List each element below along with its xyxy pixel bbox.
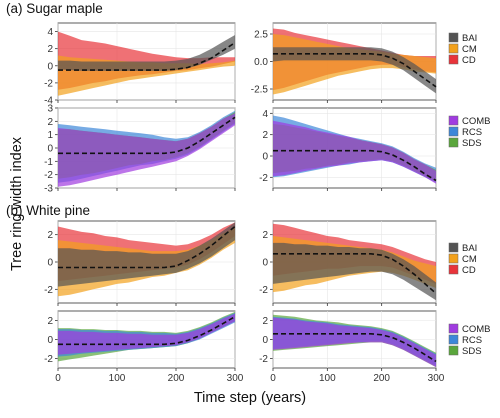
legend-label-rcs: RCS: [462, 335, 482, 346]
y-tick-label: -4: [44, 96, 53, 107]
band-bai: [58, 222, 235, 287]
legend-label-rcs: RCS: [462, 127, 482, 138]
legend-swatch-comb: [448, 115, 459, 126]
y-tick-label: -2: [44, 354, 53, 365]
x-tick-label: 300: [227, 373, 244, 384]
x-axis-label: Time step (years): [193, 390, 307, 406]
y-tick-label: 0.0: [254, 57, 268, 68]
legend-label-sds: SDS: [462, 138, 482, 149]
legend-swatch-bai: [448, 242, 459, 253]
y-tick-label: 2: [47, 316, 53, 327]
y-tick-label: -3: [44, 184, 53, 195]
legend-label-cd: CD: [462, 265, 476, 276]
band-comb: [58, 113, 235, 187]
y-tick-label: 2.5: [254, 30, 268, 41]
y-tick-label: 0: [47, 258, 53, 269]
band-comb: [273, 120, 436, 184]
x-tick-label: 200: [373, 373, 390, 384]
y-axis-label: Tree ring width index: [9, 136, 25, 272]
trend-line: [273, 149, 437, 182]
x-tick-label: 200: [168, 373, 185, 384]
y-tick-label: 2: [47, 117, 53, 128]
y-tick-label: 2: [262, 130, 268, 141]
legend-label-comb: COMB: [462, 324, 491, 335]
y-tick-label: -2: [259, 173, 268, 184]
x-tick-label: 0: [55, 373, 61, 384]
y-tick-label: -1: [44, 157, 53, 168]
y-tick-label: 0: [262, 335, 268, 346]
x-tick-label: 100: [319, 373, 336, 384]
section-title-sugar-maple: (a) Sugar maple: [6, 1, 103, 16]
legend-label-sds: SDS: [462, 346, 482, 357]
legend-swatch-comb: [448, 323, 459, 334]
legend-swatch-sds: [448, 345, 459, 356]
legend-label-bai: BAI: [462, 243, 477, 254]
x-tick-label: 300: [428, 373, 445, 384]
legend-swatch-cm: [448, 43, 459, 54]
y-tick-label: 2: [47, 230, 53, 241]
y-tick-label: 2: [262, 316, 268, 327]
y-tick-label: 2: [262, 230, 268, 241]
y-tick-label: 3: [47, 104, 53, 115]
legend-swatch-rcs: [448, 126, 459, 137]
y-tick-label: 4: [262, 109, 268, 120]
y-tick-label: -2: [259, 354, 268, 365]
trend-line: [58, 316, 236, 346]
legend-label-cd: CD: [462, 55, 476, 66]
y-tick-label: -2: [44, 170, 53, 181]
trend-line: [58, 42, 236, 71]
y-tick-label: -2: [44, 285, 53, 296]
legend-swatch-cd: [448, 264, 459, 275]
legend-label-comb: COMB: [462, 116, 491, 127]
legend-swatch-sds: [448, 137, 459, 148]
trend-line: [273, 333, 437, 363]
legend-swatch-rcs: [448, 334, 459, 345]
legend-swatch-cd: [448, 54, 459, 65]
y-tick-label: 2: [47, 44, 53, 55]
legend-swatch-cm: [448, 253, 459, 264]
band-bai: [273, 242, 436, 301]
y-tick-label: 0: [47, 61, 53, 72]
y-tick-label: 0: [262, 258, 268, 269]
x-tick-label: 0: [270, 373, 276, 384]
trend-line: [58, 116, 236, 155]
y-tick-label: 4: [47, 27, 53, 38]
y-tick-label: 0: [47, 335, 53, 346]
y-tick-label: -2.5: [251, 85, 269, 96]
y-tick-label: 0: [262, 152, 268, 163]
legend-label-bai: BAI: [462, 33, 477, 44]
trend-line: [273, 53, 437, 88]
trend-line: [58, 225, 236, 269]
trend-line: [273, 253, 437, 295]
legend-label-cm: CM: [462, 254, 477, 265]
legend-label-cm: CM: [462, 44, 477, 55]
y-tick-label: -2: [259, 285, 268, 296]
y-tick-label: 0: [47, 144, 53, 155]
legend-swatch-bai: [448, 32, 459, 43]
band-bai: [58, 35, 235, 71]
x-tick-label: 100: [109, 373, 126, 384]
y-tick-label: 1: [47, 130, 53, 141]
band-comb: [273, 317, 436, 368]
y-tick-label: -2: [44, 78, 53, 89]
section-title-white-pine: (b) White pine: [6, 203, 91, 218]
